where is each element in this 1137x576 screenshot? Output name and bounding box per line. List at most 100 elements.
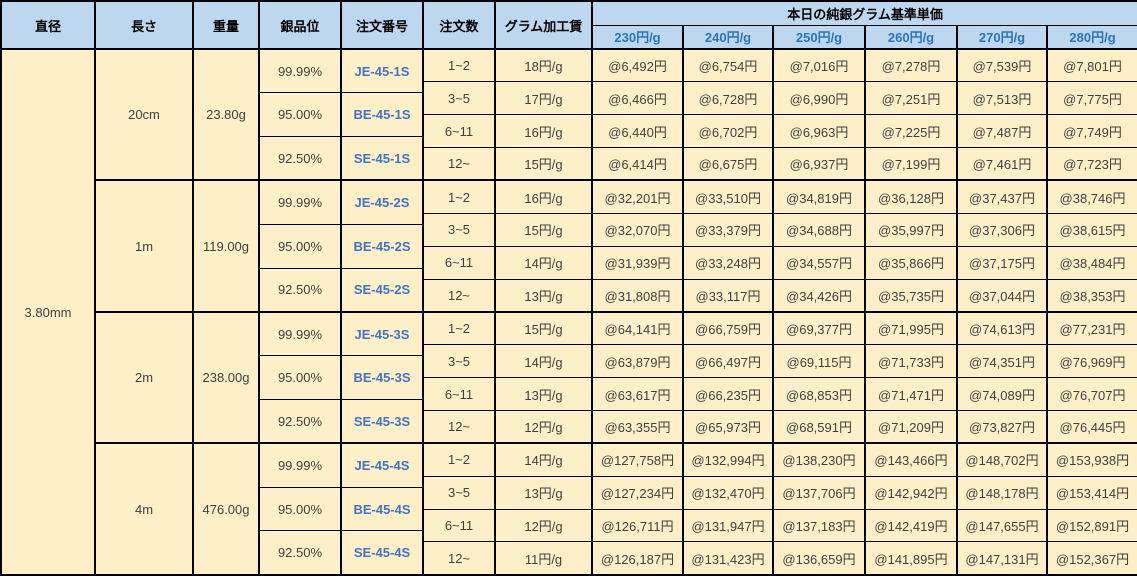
price-cell: @6,990円 <box>772 81 866 116</box>
fee-cell: 16円/g <box>494 179 593 214</box>
price-cell: @6,466円 <box>591 81 684 116</box>
price-cell: @37,306円 <box>956 212 1048 247</box>
purity-cell: 99.99% <box>258 179 342 225</box>
price-cell: @68,591円 <box>772 409 866 444</box>
table-row: 92.50% SE-45-1S <box>1 136 1137 181</box>
price-cell: @38,353円 <box>1045 278 1137 313</box>
header-price-col-2: 250円/g <box>772 24 866 50</box>
table-row: 6~11 14円/g @31,939円 @33,248円 @34,557円 @35,866… <box>1 245 1137 280</box>
price-cell: @136,659円 <box>772 541 866 576</box>
price-cell: @141,895円 <box>864 541 958 576</box>
order-number-link[interactable]: SE-45-2S <box>340 267 424 313</box>
price-cell: @147,131円 <box>956 541 1048 576</box>
price-cell: @33,117円 <box>682 278 774 313</box>
purity-cell: 95.00% <box>258 355 342 400</box>
price-cell: @131,947円 <box>682 508 774 543</box>
price-cell: @152,891円 <box>1045 508 1137 543</box>
order-qty-cell: 6~11 <box>422 508 496 543</box>
table-row: 3~5 17円/g @6,466円 @6,728円 @6,990円 @7,251円 @7,5… <box>1 81 1137 116</box>
fee-cell: 16円/g <box>494 114 593 149</box>
price-cell: @31,808円 <box>591 278 684 313</box>
price-cell: @32,070円 <box>591 212 684 247</box>
price-cell: @152,367円 <box>1045 541 1137 576</box>
price-cell: @137,706円 <box>772 475 866 510</box>
table-row: 3~5 13円/g @127,234円 @132,470円 @137,706円 @142,… <box>1 475 1137 510</box>
order-qty-cell: 3~5 <box>422 344 496 379</box>
order-number-link[interactable]: JE-45-1S <box>340 48 424 94</box>
table-row: 12~ 12円/g @63,355円 @65,973円 @68,591円 @71,209円… <box>1 409 1137 444</box>
order-number-link[interactable]: JE-45-3S <box>340 310 424 357</box>
table-row: 2m 238.00g 99.99% JE-45-3S 1~2 15円/g @64,141円 @… <box>1 310 1137 444</box>
price-cell: @33,510円 <box>682 179 774 214</box>
order-qty-cell: 12~ <box>422 147 496 181</box>
order-qty-cell: 6~11 <box>422 377 496 411</box>
purity-cell: 92.50% <box>258 136 342 181</box>
price-cell: @69,377円 <box>772 310 866 346</box>
price-cell: @63,879円 <box>591 344 684 379</box>
order-number-link[interactable]: JE-45-2S <box>340 179 424 225</box>
order-number-link[interactable]: SE-45-4S <box>340 530 424 576</box>
price-cell: @31,939円 <box>591 245 684 280</box>
header-weight: 重量 <box>192 0 260 50</box>
header-price-col-5: 280円/g <box>1045 24 1137 50</box>
fee-cell: 12円/g <box>494 508 593 543</box>
price-cell: @74,613円 <box>956 310 1048 346</box>
fee-cell: 14円/g <box>494 344 593 379</box>
order-number-link[interactable]: BE-45-3S <box>340 355 424 400</box>
purity-cell: 95.00% <box>258 223 342 269</box>
table-row: 92.50% SE-45-4S <box>1 530 1137 576</box>
price-cell: @7,199円 <box>864 147 958 181</box>
price-cell: @32,201円 <box>591 179 684 214</box>
order-qty-cell: 3~5 <box>422 212 496 247</box>
price-cell: @37,175円 <box>956 245 1048 280</box>
header-purity: 銀品位 <box>258 0 342 50</box>
table-row: 6~11 13円/g @63,617円 @66,235円 @68,853円 @71,471… <box>1 377 1137 411</box>
price-cell: @6,754円 <box>682 48 774 83</box>
price-cell: @35,866円 <box>864 245 958 280</box>
price-cell: @142,419円 <box>864 508 958 543</box>
table-row: 92.50% SE-45-2S <box>1 267 1137 313</box>
price-cell: @138,230円 <box>772 442 866 477</box>
order-number-link[interactable]: BE-45-1S <box>340 92 424 138</box>
header-price-col-3: 260円/g <box>864 24 958 50</box>
price-cell: @148,702円 <box>956 442 1048 477</box>
order-qty-cell: 1~2 <box>422 310 496 346</box>
length-cell: 1m <box>94 179 194 313</box>
header-price-col-0: 230円/g <box>591 24 684 50</box>
price-cell: @34,688円 <box>772 212 866 247</box>
order-number-link[interactable]: BE-45-4S <box>340 486 424 532</box>
order-number-link[interactable]: SE-45-1S <box>340 136 424 181</box>
header-price-group-title: 本日の純銀グラム基準単価 <box>590 0 1137 26</box>
price-cell: @71,209円 <box>864 409 958 444</box>
price-cell: @6,702円 <box>682 114 774 149</box>
order-number-link[interactable]: JE-45-4S <box>340 442 424 488</box>
purity-cell: 95.00% <box>258 486 342 532</box>
price-cell: @34,426円 <box>772 278 866 313</box>
order-number-link[interactable]: SE-45-3S <box>340 399 424 444</box>
price-cell: @137,183円 <box>772 508 866 543</box>
order-qty-cell: 12~ <box>422 278 496 313</box>
price-cell: @63,617円 <box>591 377 684 411</box>
header-order-no: 注文番号 <box>340 0 424 50</box>
price-cell: @6,440円 <box>591 114 684 149</box>
purity-cell: 92.50% <box>258 530 342 576</box>
price-cell: @63,355円 <box>591 409 684 444</box>
price-cell: @7,461円 <box>956 147 1048 181</box>
price-cell: @71,471円 <box>864 377 958 411</box>
price-cell: @7,225円 <box>864 114 958 149</box>
price-cell: @74,089円 <box>956 377 1048 411</box>
price-cell: @37,437円 <box>956 179 1048 214</box>
order-qty-cell: 1~2 <box>422 48 496 83</box>
price-cell: @69,115円 <box>772 344 866 379</box>
price-cell: @76,969円 <box>1045 344 1137 379</box>
table-row: 95.00% BE-45-4S <box>1 486 1137 532</box>
price-cell: @38,746円 <box>1045 179 1137 214</box>
price-cell: @126,711円 <box>591 508 684 543</box>
fee-cell: 12円/g <box>494 409 593 444</box>
table-row: 12~ 11円/g @126,187円 @131,423円 @136,659円 @141,… <box>1 541 1137 576</box>
price-cell: @35,735円 <box>864 278 958 313</box>
price-cell: @33,379円 <box>682 212 774 247</box>
purity-cell: 95.00% <box>258 92 342 138</box>
price-cell: @38,615円 <box>1045 212 1137 247</box>
order-number-link[interactable]: BE-45-2S <box>340 223 424 269</box>
